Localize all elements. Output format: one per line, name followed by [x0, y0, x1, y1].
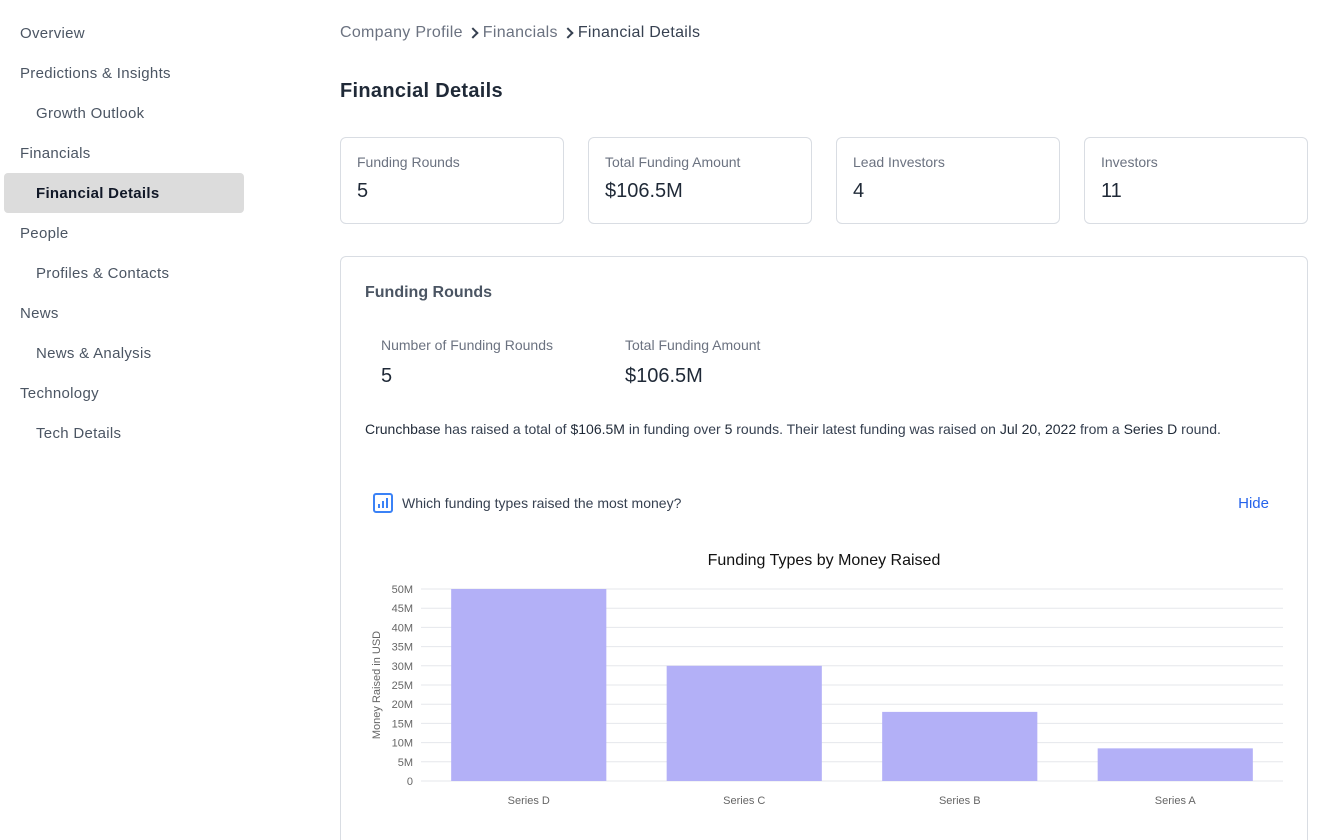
stat-card-investors: Investors 11 — [1084, 137, 1308, 224]
chart-question-row: Which funding types raised the most mone… — [373, 491, 1269, 515]
funding-summary: Crunchbase has raised a total of $106.5M… — [365, 421, 1221, 437]
bar-chart-icon — [373, 493, 393, 513]
sidebar-item-profiles-contacts[interactable]: Profiles & Contacts — [4, 253, 244, 293]
chevron-right-icon — [463, 25, 483, 41]
chart-x-tick-label: Series D — [508, 795, 550, 807]
stat-value: 11 — [1101, 180, 1122, 202]
summary-text: from a — [1076, 421, 1124, 437]
hide-chart-button[interactable]: Hide — [1238, 494, 1269, 512]
sidebar: Overview Predictions & Insights Growth O… — [0, 0, 250, 840]
chart-y-tick-label: 20M — [392, 699, 413, 711]
sidebar-item-label: News & Analysis — [36, 344, 152, 362]
chart-y-axis-label: Money Raised in USD — [371, 631, 383, 739]
stat-label: Funding Rounds — [357, 154, 460, 170]
stat-value: $106.5M — [605, 180, 683, 202]
chart-y-tick-label: 0 — [407, 776, 413, 788]
sidebar-item-financials[interactable]: Financials — [4, 133, 244, 173]
breadcrumb-financials[interactable]: Financials — [482, 24, 558, 41]
sidebar-item-predictions-insights[interactable]: Predictions & Insights — [4, 53, 244, 93]
stat-value: 5 — [357, 180, 369, 202]
chart-bar-series-c[interactable] — [666, 665, 822, 781]
panel-title: Funding Rounds — [365, 284, 493, 301]
chart-question: Which funding types raised the most mone… — [402, 495, 682, 511]
sidebar-item-overview[interactable]: Overview — [4, 13, 244, 53]
sidebar-item-label: People — [20, 224, 69, 242]
breadcrumb-current: Financial Details — [577, 24, 701, 41]
chart-y-tick-label: 35M — [392, 642, 413, 654]
stat-label: Investors — [1101, 154, 1158, 170]
page-title: Financial Details — [340, 80, 503, 102]
sidebar-item-label: News — [20, 304, 59, 322]
mini-stat-number-of-rounds: Number of Funding Rounds 5 — [381, 337, 553, 388]
chart-x-tick-label: Series B — [939, 795, 981, 807]
chart-bars — [451, 589, 1253, 781]
summary-text: round. — [1177, 421, 1221, 437]
sidebar-item-label: Overview — [20, 24, 85, 42]
chart-y-tick-label: 15M — [392, 718, 413, 730]
chart-bar-series-a[interactable] — [1097, 748, 1253, 781]
sidebar-item-growth-outlook[interactable]: Growth Outlook — [4, 93, 244, 133]
mini-stat-label: Number of Funding Rounds — [381, 337, 553, 353]
sidebar-item-tech-details[interactable]: Tech Details — [4, 413, 244, 453]
chart-svg: Funding Types by Money Raised Money Rais… — [371, 552, 1283, 807]
mini-stat-label: Total Funding Amount — [625, 337, 761, 353]
summary-round-type: Series D — [1123, 421, 1178, 437]
sidebar-item-financial-details[interactable]: Financial Details — [4, 173, 244, 213]
chart-title: Funding Types by Money Raised — [708, 552, 941, 569]
sidebar-item-label: Technology — [20, 384, 99, 402]
sidebar-item-news[interactable]: News — [4, 293, 244, 333]
sidebar-item-label: Tech Details — [36, 424, 122, 442]
chart-bar-series-d[interactable] — [451, 589, 607, 781]
chart-y-tick-label: 50M — [392, 584, 413, 596]
sidebar-item-label: Predictions & Insights — [20, 64, 171, 82]
mini-stat-total-funding: Total Funding Amount $106.5M — [625, 337, 760, 388]
summary-rounds: 5 — [724, 421, 733, 437]
stat-value: 4 — [853, 180, 865, 202]
stat-card-funding-rounds: Funding Rounds 5 — [340, 137, 564, 224]
sidebar-item-people[interactable]: People — [4, 213, 244, 253]
sidebar-item-label: Profiles & Contacts — [36, 264, 170, 282]
breadcrumb-company-profile[interactable]: Company Profile — [340, 24, 463, 41]
mini-stat-value: 5 — [381, 365, 393, 387]
stat-card-total-funding: Total Funding Amount $106.5M — [588, 137, 812, 224]
summary-amount: $106.5M — [570, 421, 625, 437]
chart-bar-series-b[interactable] — [882, 711, 1038, 781]
summary-text: rounds. Their latest funding was raised … — [732, 421, 1000, 437]
chevron-right-icon — [558, 25, 578, 41]
chart-x-tick-label: Series C — [723, 795, 765, 807]
stat-label: Total Funding Amount — [605, 154, 741, 170]
sidebar-item-technology[interactable]: Technology — [4, 373, 244, 413]
summary-date: Jul 20, 2022 — [999, 421, 1077, 437]
chart-y-tick-label: 40M — [392, 622, 413, 634]
chart-y-tick-label: 45M — [392, 603, 413, 615]
sidebar-item-news-analysis[interactable]: News & Analysis — [4, 333, 244, 373]
stat-card-lead-investors: Lead Investors 4 — [836, 137, 1060, 224]
chart-x-tick-label: Series A — [1155, 795, 1197, 807]
summary-company[interactable]: Crunchbase — [365, 421, 441, 437]
chart-y-tick-label: 5M — [398, 757, 413, 769]
breadcrumb: Company Profile Financials Financial Det… — [340, 20, 700, 46]
sidebar-item-label: Financial Details — [36, 184, 160, 202]
summary-text: has raised a total of — [440, 421, 571, 437]
summary-text: in funding over — [624, 421, 725, 437]
stat-label: Lead Investors — [853, 154, 945, 170]
chart-x-ticks: Series D Series C Series B Series A — [508, 795, 1197, 807]
chart-y-tick-label: 30M — [392, 661, 413, 673]
mini-stat-value: $106.5M — [625, 365, 703, 387]
chart-y-tick-label: 25M — [392, 680, 413, 692]
sidebar-item-label: Growth Outlook — [36, 104, 145, 122]
funding-types-chart: Funding Types by Money Raised Money Rais… — [365, 541, 1285, 821]
funding-rounds-panel: Funding Rounds Number of Funding Rounds … — [340, 256, 1308, 840]
sidebar-item-label: Financials — [20, 144, 91, 162]
chart-y-tick-label: 10M — [392, 738, 413, 750]
